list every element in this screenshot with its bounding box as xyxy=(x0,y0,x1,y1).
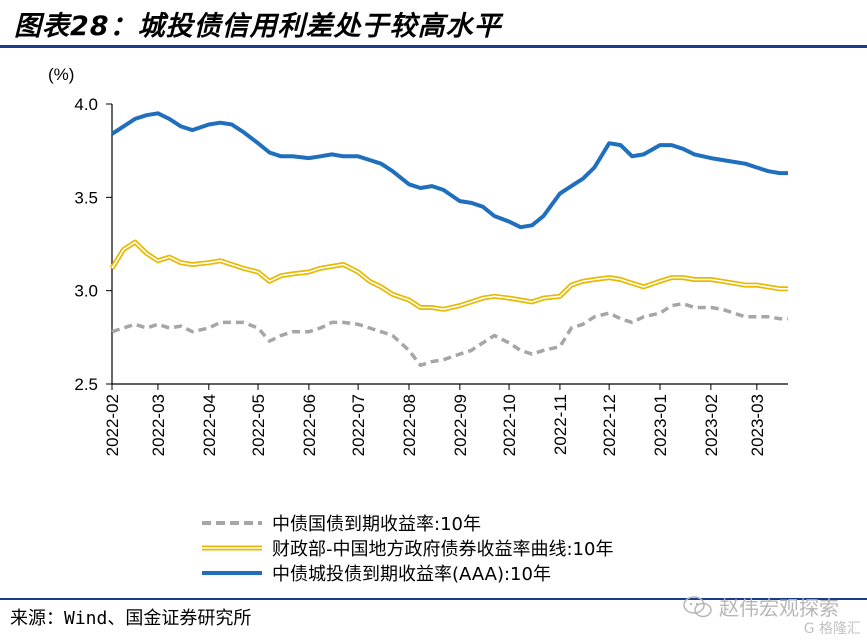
legend-item-local-gov: 财政部-中国地方政府债券收益率曲线:10年 xyxy=(200,535,613,560)
title-rule xyxy=(0,45,867,48)
x-tick-label: 2022-10 xyxy=(500,394,519,456)
y-tick-label: 3.5 xyxy=(74,188,98,207)
series-chengtou-line xyxy=(110,111,788,230)
y-tick-label: 4.0 xyxy=(74,95,98,114)
chart-canvas: (%) 2.53.03.54.0 2022-02 2022-03 2022-04 20… xyxy=(48,65,788,456)
y-tick-label: 3.0 xyxy=(74,282,98,301)
x-tick-label: 2022-08 xyxy=(400,394,419,456)
legend-swatch-local-gov xyxy=(202,545,262,550)
legend-label-treasury: 中债国债到期收益率:10年 xyxy=(272,513,481,535)
legend-item-treasury: 中债国债到期收益率:10年 xyxy=(200,510,613,535)
x-tick-label: 2022-05 xyxy=(249,394,268,456)
legend-label-chengtou: 中债城投债到期收益率(AAA):10年 xyxy=(272,563,551,585)
x-axis: 2022-02 2022-03 2022-04 2022-05 2022-06 2022-… xyxy=(103,383,788,456)
series-local-gov-line-inner xyxy=(111,241,788,311)
source-note: 来源：Wind、国金证券研究所 xyxy=(10,608,252,629)
y-axis-unit: (%) xyxy=(48,65,74,84)
series-local-gov-line xyxy=(109,239,788,312)
y-tick-label: 2.5 xyxy=(74,375,98,394)
x-tick-label: 2023-02 xyxy=(702,394,721,456)
wechat-icon xyxy=(683,595,712,617)
x-tick-label: 2022-12 xyxy=(600,394,619,456)
legend-label-local-gov: 财政部-中国地方政府债券收益率曲线:10年 xyxy=(272,538,614,560)
watermark-sub: G 格隆汇 xyxy=(803,621,861,637)
x-tick-label: 2022-09 xyxy=(451,394,470,456)
y-axis: 2.5 3.0 3.5 4.0 xyxy=(74,95,113,394)
x-tick-label: 2022-03 xyxy=(149,394,168,456)
x-tick-label: 2022-02 xyxy=(103,394,122,456)
watermark: 赵伟宏观探索 xyxy=(683,592,839,621)
x-tick-label: 2023-01 xyxy=(651,394,670,456)
x-tick-label: 2022-07 xyxy=(349,394,368,456)
x-tick-label: 2022-04 xyxy=(200,394,219,456)
x-tick-label: 2022-06 xyxy=(300,394,319,456)
series-treasury-line xyxy=(111,301,788,368)
x-tick-label: 2022-11 xyxy=(551,394,570,455)
footer-rule xyxy=(0,598,867,600)
legend-swatch-chengtou xyxy=(202,570,262,575)
x-tick-label: 2023-03 xyxy=(748,394,767,456)
legend-swatch-treasury xyxy=(202,520,262,525)
legend: 中债国债到期收益率:10年 财政部-中国地方政府债券收益率曲线:10年 中债城投… xyxy=(200,510,613,585)
series-layer xyxy=(109,111,788,368)
watermark-text: 赵伟宏观探索 xyxy=(719,596,839,620)
chart-title: 图表28：城投债信用利差处于较高水平 xyxy=(14,11,502,42)
legend-item-chengtou: 中债城投债到期收益率(AAA):10年 xyxy=(200,560,613,585)
